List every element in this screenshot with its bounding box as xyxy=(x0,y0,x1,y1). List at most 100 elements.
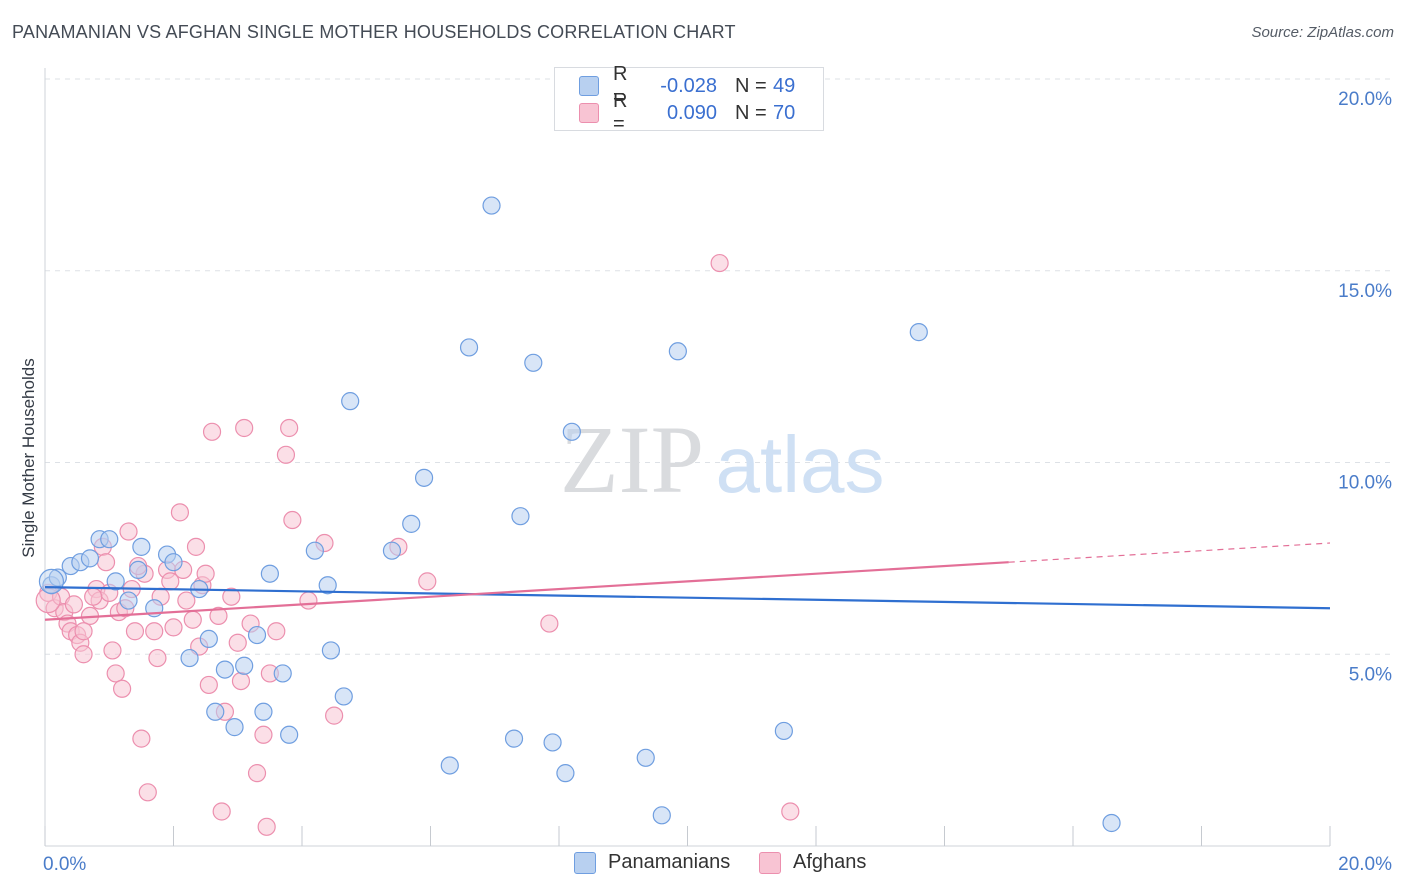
legend-swatch-pink xyxy=(759,851,781,874)
afghans-point xyxy=(145,622,164,641)
panamanians-point xyxy=(38,568,65,594)
afghans-point xyxy=(186,537,206,556)
legend-r-value: -0.028 xyxy=(660,74,717,97)
afghans-point xyxy=(74,645,93,664)
panamanians-point xyxy=(652,806,671,825)
panamanians-point xyxy=(382,541,402,560)
watermark-zip: ZIP xyxy=(560,406,704,513)
panamanians-point xyxy=(199,629,218,649)
watermark: ZIP atlas xyxy=(560,406,884,513)
afghans-point xyxy=(103,641,122,660)
chart-title: PANAMANIAN VS AFGHAN SINGLE MOTHER HOUSE… xyxy=(12,22,736,42)
tick-labels: 5.0% 10.0% 15.0% 20.0% 0.0% 20.0% xyxy=(43,89,1392,875)
afghans-point xyxy=(112,679,132,698)
panamanians-point xyxy=(100,530,119,549)
afghans-point xyxy=(247,764,267,783)
afghans-point xyxy=(257,817,276,836)
afghans-point xyxy=(267,622,286,641)
legend-n-label: N = xyxy=(735,101,767,124)
panamanians-point xyxy=(206,702,225,721)
afghans-trend-line xyxy=(44,561,1009,621)
axes xyxy=(44,68,1331,847)
panamanians-point xyxy=(440,756,459,775)
afghans-point xyxy=(170,503,190,522)
legend-n-value: 70 xyxy=(773,101,796,124)
legend-n-label: N = xyxy=(735,74,767,97)
afghans-point xyxy=(64,595,84,614)
panamanians-point xyxy=(562,422,581,441)
y-tick-label: 5.0% xyxy=(1349,664,1392,685)
afghans-point xyxy=(781,802,800,821)
series-legend: Panamanians Afghans xyxy=(0,851,1406,877)
legend-swatch-blue xyxy=(574,851,596,874)
afghans-point xyxy=(710,253,729,273)
afghans-point xyxy=(125,622,145,641)
panamanians-point xyxy=(341,392,360,411)
panamanians-point xyxy=(543,733,562,752)
panamanians-point xyxy=(180,648,199,668)
afghans-point xyxy=(299,591,318,610)
afghans-point xyxy=(183,610,202,629)
legend-label-afghans: Afghans xyxy=(793,851,867,873)
panamanians-point xyxy=(235,656,254,675)
watermark-atlas: atlas xyxy=(716,420,885,509)
panamanians-point xyxy=(774,721,793,741)
panamanians-point xyxy=(504,729,524,748)
grid-lines xyxy=(45,78,1392,655)
source-label: Source: ZipAtlas.com xyxy=(1251,24,1394,41)
legend-swatch-blue xyxy=(579,76,599,96)
y-axis-label: Single Mother Households xyxy=(19,358,38,557)
afghans-point xyxy=(148,648,167,668)
panamanians-point xyxy=(247,625,267,645)
afghans-trend-extension xyxy=(1008,542,1331,563)
panamanians-point xyxy=(524,353,543,372)
panamanians-point xyxy=(305,541,324,560)
trend-lines xyxy=(44,542,1331,621)
legend-n-value: 49 xyxy=(773,74,796,97)
afghans-point xyxy=(254,725,273,744)
panamanians-point xyxy=(280,725,299,744)
panamanians-point xyxy=(1102,813,1121,833)
legend-item-panamanians[interactable]: Panamanians xyxy=(574,851,730,874)
panamanians-point xyxy=(132,537,151,556)
afghans-point xyxy=(276,445,296,464)
panamanians-trend-line xyxy=(44,586,1331,610)
panamanians-point xyxy=(129,560,148,579)
afghans-point xyxy=(209,606,228,626)
legend-item-afghans[interactable]: Afghans xyxy=(759,851,866,874)
afghans-point xyxy=(119,522,138,541)
panamanians-point xyxy=(414,468,434,487)
afghans-point xyxy=(540,614,559,633)
panamanians-point xyxy=(225,718,244,737)
afghans-point xyxy=(96,553,116,572)
afghans-point xyxy=(177,591,196,610)
afghans-point xyxy=(280,418,299,438)
x-tick-label: 0.0% xyxy=(43,854,86,875)
afghans-point xyxy=(228,633,247,652)
panamanians-point xyxy=(260,564,279,583)
panamanians-point xyxy=(556,764,575,783)
panamanians-point xyxy=(909,323,928,342)
afghans-point xyxy=(84,587,103,606)
afghans-points xyxy=(35,253,800,836)
panamanians-points xyxy=(38,196,1121,833)
panamanians-point xyxy=(636,748,655,767)
afghans-point xyxy=(222,587,241,606)
afghans-point xyxy=(325,706,344,725)
afghans-point xyxy=(196,564,215,583)
afghans-point xyxy=(235,418,254,438)
panamanians-point xyxy=(321,641,341,660)
panamanians-point xyxy=(48,568,67,587)
x-tick-label: 20.0% xyxy=(1338,854,1392,875)
afghans-point xyxy=(106,664,125,683)
panamanians-point xyxy=(482,196,501,215)
afghans-point xyxy=(132,729,151,748)
afghans-point xyxy=(212,802,231,821)
panamanians-point xyxy=(254,702,273,721)
legend-r-label: R = xyxy=(613,63,628,108)
legend-label-panamanians: Panamanians xyxy=(608,851,731,873)
afghans-point xyxy=(138,783,157,802)
panamanians-point xyxy=(459,338,479,357)
panamanians-point xyxy=(273,664,292,683)
